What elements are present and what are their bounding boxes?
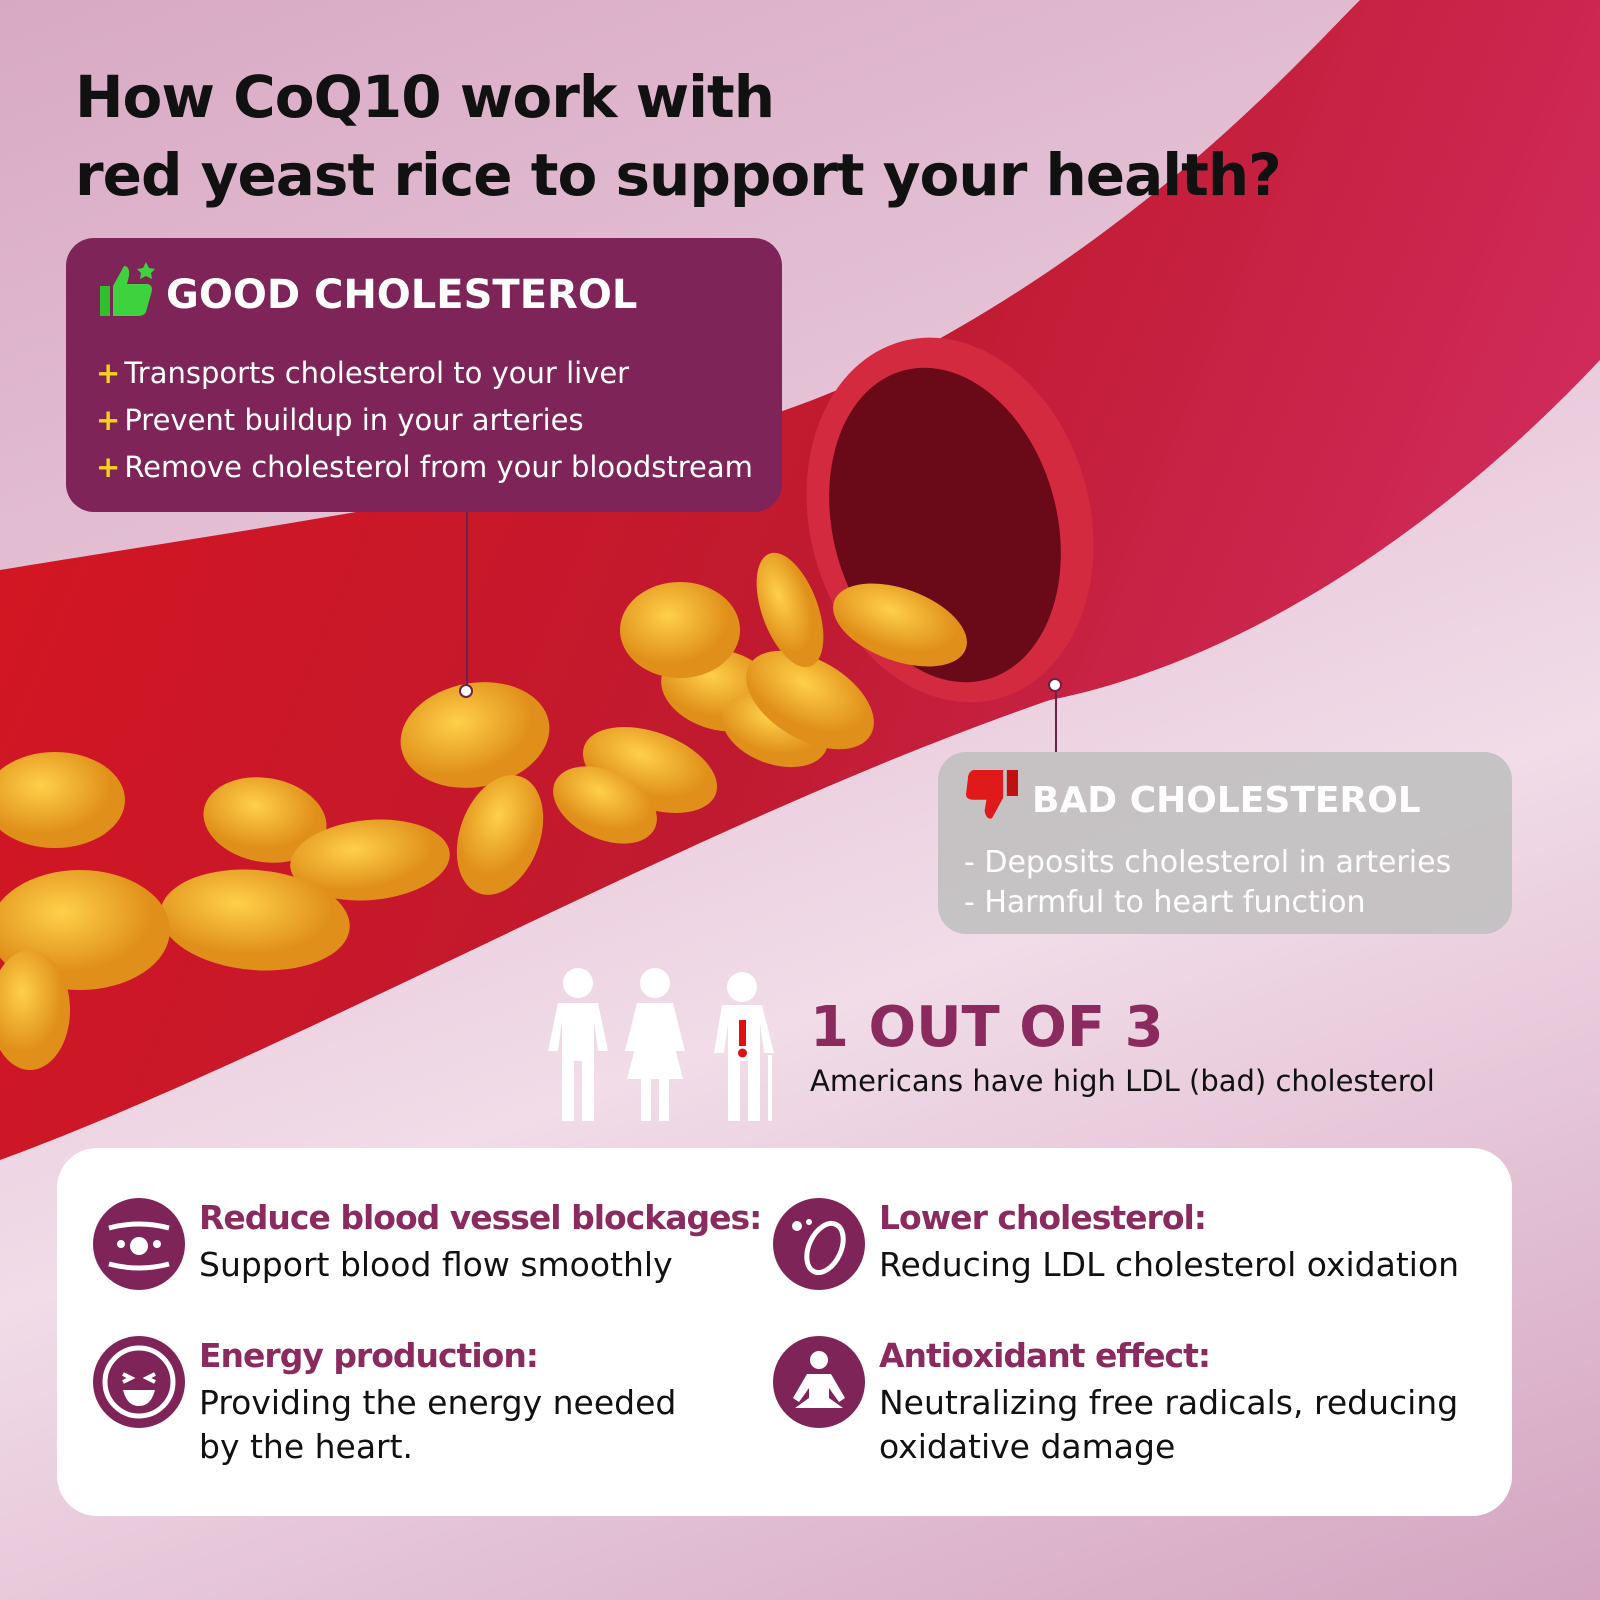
stat-value: 1 OUT OF 3 [810, 995, 1164, 1060]
benefits-panel: Reduce blood vessel blockages: Support bl… [57, 1148, 1512, 1516]
cholesterol-cell [456, 775, 544, 895]
people-icon [548, 968, 774, 1121]
callout-line-good [466, 512, 468, 690]
good-cholesterol-box: GOOD CHOLESTEROL + Transports cholesterol… [66, 238, 782, 512]
stat-text: Americans have high LDL (bad) cholestero… [810, 1064, 1435, 1098]
cholesterol-cell [160, 869, 350, 971]
cholesterol-cell [290, 819, 450, 901]
cholesterol-cell [756, 552, 824, 668]
cholesterol-cell [833, 583, 967, 667]
blood-vessel-icon [93, 1198, 185, 1290]
callout-dot-good [459, 684, 473, 698]
good-heading: GOOD CHOLESTEROL [166, 272, 638, 318]
good-bullet: + Remove cholesterol from your bloodstrea… [96, 450, 753, 484]
bad-bullet: - Harmful to heart function [964, 885, 1366, 920]
callout-line-bad [1055, 686, 1057, 752]
blood-cell-icon [773, 1198, 865, 1290]
page-title: How CoQ10 work with red yeast rice to sup… [75, 63, 1282, 209]
cholesterol-cell [553, 766, 657, 844]
good-bullet: + Prevent buildup in your arteries [96, 403, 584, 437]
thumbs-up-icon [96, 260, 156, 330]
benefit-item: Reduce blood vessel blockages: Support bl… [93, 1198, 762, 1290]
meditation-icon [773, 1336, 865, 1428]
good-bullet: + Transports cholesterol to your liver [96, 356, 630, 390]
cholesterol-cell [746, 650, 874, 750]
cholesterol-cell [0, 752, 125, 848]
bad-cholesterol-box: BAD CHOLESTEROL - Deposits cholesterol i… [938, 752, 1512, 934]
cholesterol-cell [203, 777, 327, 863]
cholesterol-cells [0, 552, 967, 1070]
cholesterol-cell [620, 582, 740, 678]
benefit-item: Antioxidant effect: Neutralizing free rad… [773, 1336, 1499, 1469]
callout-dot-bad [1048, 678, 1062, 692]
cholesterol-cell [400, 682, 550, 788]
bad-heading: BAD CHOLESTEROL [1032, 780, 1421, 821]
happy-face-icon [93, 1336, 185, 1428]
thumbs-down-icon [964, 770, 1020, 831]
bad-bullet: - Deposits cholesterol in arteries [964, 845, 1452, 880]
cholesterol-cell [0, 950, 70, 1070]
benefit-item: Energy production: Providing the energy n… [93, 1336, 699, 1469]
benefit-item: Lower cholesterol: Reducing LDL cholester… [773, 1198, 1459, 1290]
statistic: 1 OUT OF 3 Americans have high LDL (bad)… [810, 995, 1435, 1098]
